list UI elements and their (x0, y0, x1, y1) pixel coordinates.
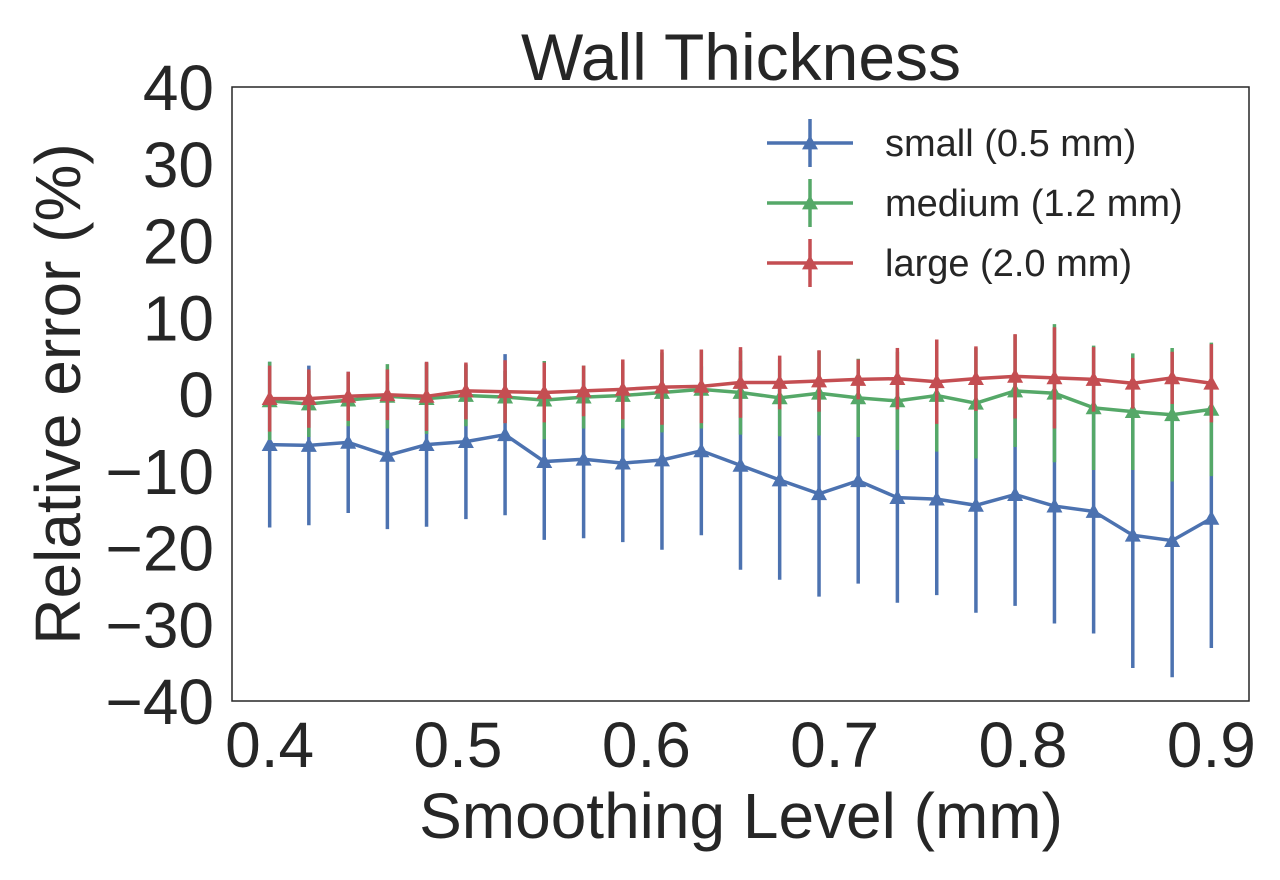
y-tick-label: −10 (105, 436, 214, 508)
data-point (457, 433, 474, 448)
data-point (928, 491, 945, 506)
data-point (967, 497, 984, 512)
data-point (693, 442, 710, 458)
data-point (497, 426, 514, 442)
data-point (457, 382, 474, 398)
data-point (967, 370, 984, 386)
data-point (300, 437, 317, 452)
data-point (1164, 369, 1181, 385)
data-point (732, 457, 749, 472)
plot-area (261, 324, 1220, 678)
y-tick-label: 0 (178, 359, 214, 431)
legend-marker (802, 135, 818, 150)
plot-frame (231, 86, 1250, 702)
data-point (614, 455, 631, 470)
data-point (811, 485, 828, 501)
data-point (575, 451, 592, 466)
data-point (497, 383, 514, 399)
data-point (1007, 486, 1024, 501)
data-point (340, 434, 357, 449)
data-point (1046, 369, 1063, 385)
x-tick-label: 0.9 (1167, 709, 1256, 781)
y-tick-label: −40 (105, 666, 214, 738)
x-tick-label: 0.4 (225, 709, 314, 781)
data-point (928, 373, 945, 389)
data-point (261, 390, 278, 406)
x-tick-label: 0.8 (979, 709, 1068, 781)
data-point (575, 382, 592, 398)
data-point (536, 384, 553, 399)
data-point (889, 489, 906, 505)
data-point (1046, 498, 1063, 513)
data-point (1085, 503, 1102, 518)
data-point (693, 378, 710, 393)
y-tick-label: 30 (143, 129, 214, 201)
legend-marker (802, 195, 818, 210)
data-point (340, 388, 357, 403)
data-point (418, 436, 435, 452)
y-tick-label: −20 (105, 513, 214, 585)
x-tick-label: 0.7 (790, 709, 879, 781)
data-point (418, 388, 435, 403)
data-point (732, 374, 749, 389)
data-point (379, 447, 396, 462)
legend-marker (802, 255, 818, 270)
legend-label: medium (1.2 mm) (885, 183, 1183, 225)
data-point (1124, 403, 1141, 419)
data-point (1203, 510, 1220, 525)
data-point (261, 436, 278, 452)
y-tick-label: 40 (143, 52, 214, 124)
chart-title: Wall Thickness (521, 20, 961, 94)
data-point (1124, 527, 1141, 542)
data-point (1164, 406, 1181, 422)
x-tick-label: 0.6 (602, 709, 691, 781)
x-axis-label: Smoothing Level (mm) (419, 780, 1063, 852)
data-point (536, 453, 553, 468)
data-point (1164, 532, 1181, 547)
data-point (850, 371, 867, 386)
y-tick-label: −30 (105, 589, 214, 661)
data-point (850, 472, 867, 488)
data-point (653, 379, 670, 394)
data-point (811, 372, 828, 388)
legend-item: small (0.5 mm) (767, 119, 1136, 167)
data-point (653, 452, 670, 467)
data-point (1124, 375, 1141, 390)
legend: small (0.5 mm) medium (1.2 mm) large (2.0 … (767, 119, 1183, 287)
data-point (379, 386, 396, 402)
data-point (1203, 375, 1220, 390)
data-point (889, 370, 906, 386)
data-point (614, 381, 631, 396)
y-tick-label: 20 (143, 206, 214, 278)
legend-item: large (2.0 mm) (767, 239, 1132, 287)
legend-label: small (0.5 mm) (885, 123, 1136, 165)
data-point (300, 390, 317, 406)
legend-item: medium (1.2 mm) (767, 179, 1183, 227)
x-tick-label: 0.5 (414, 709, 503, 781)
y-axis-label: Relative error (%) (22, 143, 94, 644)
data-point (771, 374, 788, 389)
legend-label: large (2.0 mm) (885, 243, 1132, 285)
data-point (1007, 368, 1024, 383)
data-point (1085, 371, 1102, 386)
y-tick-label: 10 (143, 282, 214, 354)
series-2 (261, 327, 1220, 432)
x-axis-ticks: 0.4 0.5 0.6 0.7 0.8 0.9 (225, 709, 1256, 781)
data-point (771, 471, 788, 487)
